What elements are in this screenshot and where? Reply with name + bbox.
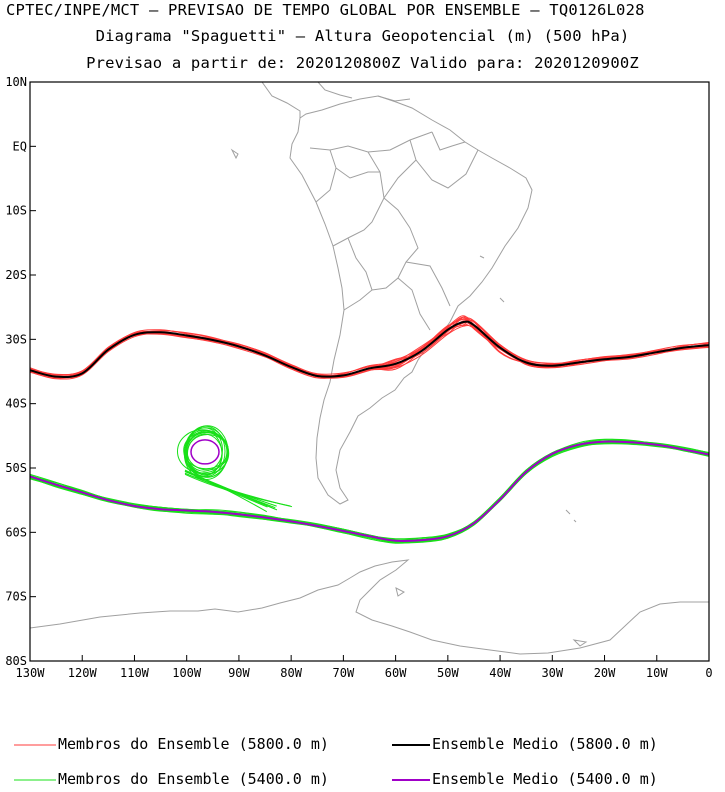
- cutoff-member-ring: [185, 425, 226, 478]
- x-tick-label: 40W: [489, 666, 511, 680]
- x-tick-label: 20W: [594, 666, 616, 680]
- x-tick-label: 30W: [541, 666, 563, 680]
- member-line: [30, 441, 709, 544]
- x-tick-label: 80W: [280, 666, 302, 680]
- title-line-3: Previsao a partir de: 2020120800Z Valido…: [86, 54, 639, 72]
- x-tick-label: 10W: [646, 666, 668, 680]
- y-tick-label: 30S: [5, 332, 27, 346]
- title-line-2: Diagrama "Spaguetti" – Altura Geopotenci…: [95, 27, 630, 45]
- member-line: [30, 441, 709, 542]
- member-line: [30, 438, 709, 541]
- x-tick-label: 50W: [437, 666, 459, 680]
- y-tick-label: 60S: [5, 525, 27, 539]
- coastlines: [30, 82, 709, 655]
- y-axis: 10N EQ 10S 20S 30S 40S 50S 60S 70S 80S: [5, 75, 36, 668]
- y-tick-label: 20S: [5, 268, 27, 282]
- member-line: [30, 440, 709, 541]
- country-borders: [309, 131, 479, 331]
- member-line: [30, 438, 709, 540]
- member-line: [30, 443, 709, 544]
- y-tick-label: 80S: [5, 654, 27, 668]
- y-tick-label: EQ: [13, 139, 27, 153]
- x-tick-label: 130W: [16, 666, 46, 680]
- cutoff-connector: [184, 473, 291, 507]
- x-tick-label: 0: [705, 666, 712, 680]
- antarctica-coast: [30, 559, 709, 655]
- x-tick-label: 110W: [120, 666, 150, 680]
- plot-frame: [29, 81, 710, 662]
- title-line-1: CPTEC/INPE/MCT – PREVISAO DE TEMPO GLOBA…: [6, 1, 645, 19]
- x-tick-label: 120W: [68, 666, 98, 680]
- member-line: [30, 440, 709, 542]
- antarctica-islands: [230, 148, 588, 647]
- y-tick-label: 10N: [5, 75, 27, 89]
- cutoff-low-contours: [177, 425, 293, 513]
- ensemble-mean-line: [30, 440, 709, 542]
- members-5800-group: [30, 315, 709, 380]
- member-line: [30, 442, 709, 543]
- member-line: [30, 441, 709, 544]
- member-line: [30, 442, 709, 543]
- cutoff-member-ring: [183, 431, 229, 470]
- y-tick-label: 70S: [5, 590, 27, 604]
- x-tick-label: 100W: [172, 666, 202, 680]
- y-tick-label: 40S: [5, 397, 27, 411]
- y-tick-label: 10S: [5, 204, 27, 218]
- members-5400-group: [30, 438, 709, 544]
- x-axis: 130W 120W 110W 100W 90W 80W 70W 60W 50W 40W 30W 20W…: [16, 655, 713, 680]
- central-america-coast: [261, 82, 411, 118]
- legend-members-5400: Membros do Ensemble (5400.0 m): [58, 770, 329, 788]
- cutoff-connector: [184, 471, 276, 509]
- legend-mean-5800: Ensemble Medio (5800.0 m): [432, 735, 658, 753]
- ensemble-mean-group: [30, 320, 709, 542]
- member-line: [30, 442, 709, 542]
- ensemble-mean-line: [30, 320, 709, 379]
- legend-mean-5400: Ensemble Medio (5400.0 m): [432, 770, 658, 788]
- x-tick-label: 90W: [228, 666, 250, 680]
- y-tick-label: 50S: [5, 461, 27, 475]
- member-line: [30, 441, 709, 542]
- south-america-coast: [289, 95, 533, 505]
- legend-members-5800: Membros do Ensemble (5800.0 m): [58, 735, 329, 753]
- member-line: [30, 440, 709, 543]
- x-tick-label: 70W: [333, 666, 355, 680]
- x-tick-label: 60W: [385, 666, 407, 680]
- cutoff-mean-ring: [190, 439, 220, 465]
- member-line: [30, 439, 709, 542]
